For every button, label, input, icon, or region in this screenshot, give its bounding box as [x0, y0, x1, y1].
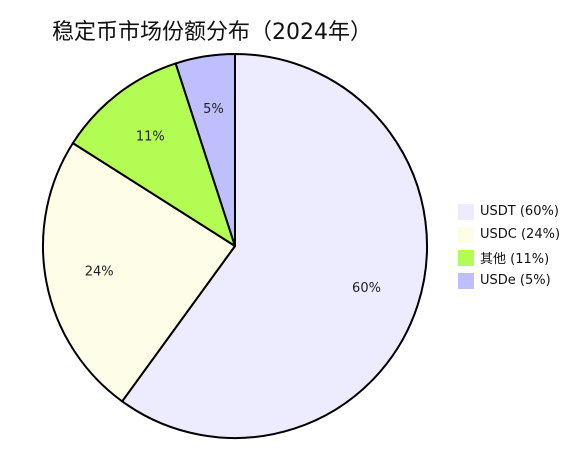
pie-slice-3 — [174, 53, 236, 247]
pie-slices — [42, 53, 428, 439]
slice-data-label-1: 24% — [85, 264, 114, 279]
slice-data-label-2: 11% — [136, 129, 165, 144]
legend-item-3: USDe (5%) — [458, 269, 560, 292]
legend-label-3: USDe (5%) — [480, 273, 551, 288]
chart-legend: USDT (60%) USDC (24%) 其他 (11%) USDe (5%) — [458, 200, 560, 292]
slice-data-label-3: 5% — [203, 102, 224, 117]
legend-item-0: USDT (60%) — [458, 200, 560, 223]
slice-data-label-0: 60% — [352, 281, 381, 296]
legend-label-2: 其他 (11%) — [480, 252, 550, 267]
legend-item-1: USDC (24%) — [458, 223, 560, 246]
chart-title: 稳定币市场份额分布（2024年） — [52, 20, 372, 45]
legend-swatch-1 — [458, 226, 474, 243]
legend-swatch-2 — [458, 249, 474, 266]
legend-label-0: USDT (60%) — [480, 204, 559, 219]
legend-swatch-0 — [458, 203, 474, 220]
pie-slice-labels: 60% 24% 11% 5% — [85, 102, 381, 296]
legend-swatch-3 — [458, 272, 474, 289]
pie-slice-1 — [42, 142, 236, 403]
pie-slice-2 — [71, 62, 236, 247]
legend-item-2: 其他 (11%) — [458, 246, 560, 269]
legend-label-1: USDC (24%) — [480, 227, 561, 242]
pie-slice-0 — [121, 53, 428, 439]
